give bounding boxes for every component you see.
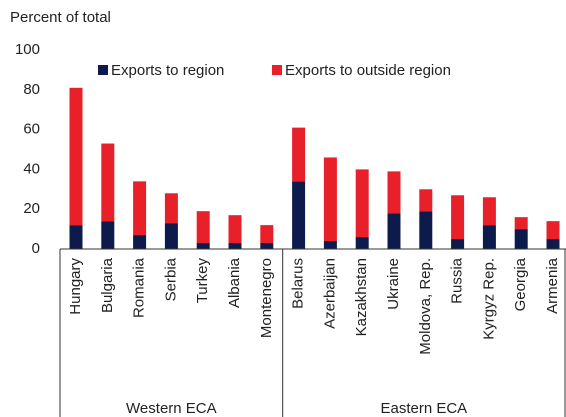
bar-segment [164,193,178,224]
y-tick-label: 100 [15,41,40,58]
y-tick-label: 80 [23,81,40,98]
x-tick-label: Armenia [544,257,561,314]
x-tick-label: Moldova, Rep. [417,258,434,355]
x-tick-label: Georgia [512,257,529,311]
x-tick-label: Hungary [67,258,84,315]
bar-segment [133,235,147,249]
x-tick-label: Azerbaijan [321,258,338,329]
bar-segment [260,243,274,249]
x-tick-label: Albania [226,257,243,308]
x-tick-label: Serbia [162,257,179,301]
legend-swatch [272,65,282,75]
x-tick-label: Kazakhstan [353,258,370,336]
bar-segment [323,241,337,249]
y-tick-label: 40 [23,160,40,177]
bar-segment [387,171,401,214]
x-tick-label: Romania [131,257,148,318]
bar-segment [514,217,528,230]
x-tick-label: Bulgaria [99,257,116,313]
x-tick-label: Turkey [194,258,211,304]
y-tick-label: 20 [23,200,40,217]
bar-segment [323,157,337,242]
x-tick-label: Ukraine [385,258,402,310]
bar-segment [164,223,178,249]
bar-segment [546,221,560,240]
x-tick-label: Kyrgyz Rep. [480,258,497,340]
y-tick-label: 60 [23,121,40,138]
bar-segment [69,87,83,226]
bar-segment [228,215,242,244]
bar-segment [355,169,369,238]
x-tick-label: Montenegro [258,258,275,338]
bar-segment [69,225,83,249]
bar-segment [451,195,465,240]
bar-segment [292,181,306,249]
bar-segment [292,127,306,182]
bar-segment [419,211,433,249]
bar-segment [482,197,496,226]
bar-segment [451,239,465,249]
bar-segment [101,143,115,222]
legend-label: Exports to region [111,62,224,79]
bar-segment [387,213,401,249]
group-label: Eastern ECA [380,400,467,417]
group-label: Western ECA [126,400,217,417]
bar-segment [101,221,115,249]
bar-segment [260,225,274,244]
bar-segment [355,237,369,249]
bar-segment [228,243,242,249]
bar-segment [196,211,210,244]
bar-segment [196,243,210,249]
bar-segment [546,239,560,249]
bar-segment [419,189,433,212]
bar-segment [133,181,147,236]
y-tick-label: 0 [32,240,40,257]
bar-segment [482,225,496,249]
legend-label: Exports to outside region [285,62,451,79]
y-axis-label: Percent of total [10,9,111,26]
legend-swatch [98,65,108,75]
bar-segment [514,229,528,249]
x-tick-label: Belarus [290,258,307,309]
x-tick-label: Russia [449,257,466,304]
